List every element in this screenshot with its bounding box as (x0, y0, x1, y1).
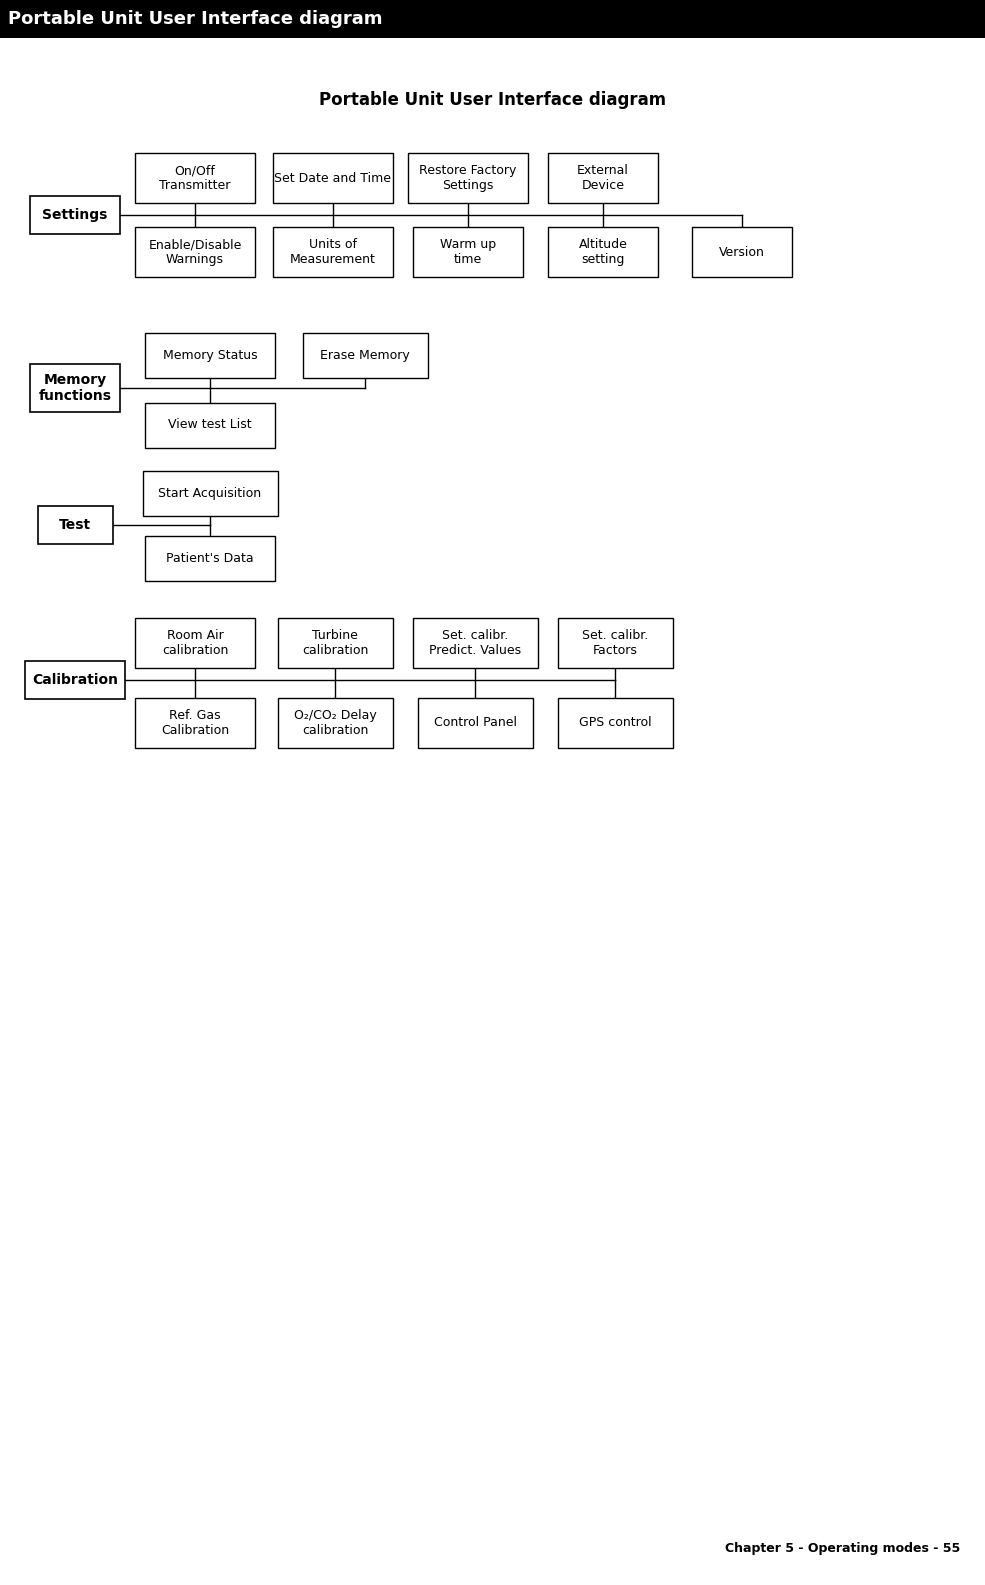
Text: Chapter 5 - Operating modes - 55: Chapter 5 - Operating modes - 55 (725, 1542, 960, 1555)
Text: Settings: Settings (42, 208, 107, 222)
Text: Control Panel: Control Panel (433, 716, 516, 729)
Bar (135, 154, 255, 203)
Bar (413, 618, 538, 667)
Bar (273, 154, 393, 203)
Text: Portable Unit User Interface diagram: Portable Unit User Interface diagram (8, 10, 382, 29)
Text: Enable/Disable
Warnings: Enable/Disable Warnings (149, 238, 241, 266)
Bar (418, 697, 533, 748)
Bar (145, 403, 275, 447)
Bar (558, 697, 673, 748)
Text: Ref. Gas
Calibration: Ref. Gas Calibration (161, 708, 230, 737)
Bar (0, 0, 985, 38)
Text: Version: Version (719, 246, 765, 258)
Text: View test List: View test List (168, 418, 252, 431)
Bar (548, 154, 658, 203)
Bar (145, 333, 275, 377)
Text: Set Date and Time: Set Date and Time (275, 171, 391, 184)
Text: On/Off
Transmitter: On/Off Transmitter (160, 163, 230, 192)
Bar (145, 536, 275, 580)
Bar (302, 333, 427, 377)
Text: Patient's Data: Patient's Data (166, 552, 254, 564)
Bar (30, 197, 120, 235)
Bar (558, 618, 673, 667)
Text: Set. calibr.
Factors: Set. calibr. Factors (582, 629, 648, 658)
Text: Room Air
calibration: Room Air calibration (162, 629, 229, 658)
Text: Test: Test (59, 518, 91, 533)
Text: Units of
Measurement: Units of Measurement (290, 238, 376, 266)
Bar (135, 618, 255, 667)
Text: Restore Factory
Settings: Restore Factory Settings (420, 163, 517, 192)
Text: Warm up
time: Warm up time (440, 238, 496, 266)
Text: O₂/CO₂ Delay
calibration: O₂/CO₂ Delay calibration (294, 708, 376, 737)
Text: Erase Memory: Erase Memory (320, 349, 410, 361)
Text: Portable Unit User Interface diagram: Portable Unit User Interface diagram (319, 90, 666, 109)
Bar (413, 227, 523, 277)
Text: Start Acquisition: Start Acquisition (159, 487, 262, 499)
Bar (135, 227, 255, 277)
Bar (692, 227, 792, 277)
Bar (143, 471, 278, 515)
Bar (273, 227, 393, 277)
Text: Turbine
calibration: Turbine calibration (301, 629, 368, 658)
Bar (30, 365, 120, 412)
Bar (548, 227, 658, 277)
Text: Set. calibr.
Predict. Values: Set. calibr. Predict. Values (428, 629, 521, 658)
Text: Memory Status: Memory Status (163, 349, 257, 361)
Bar (408, 154, 528, 203)
Text: External
Device: External Device (577, 163, 629, 192)
Bar (135, 697, 255, 748)
Bar (278, 697, 392, 748)
Text: Altitude
setting: Altitude setting (578, 238, 627, 266)
Bar (278, 618, 392, 667)
Text: Calibration: Calibration (32, 674, 118, 686)
Bar (37, 506, 112, 544)
Bar (25, 661, 125, 699)
Text: GPS control: GPS control (579, 716, 651, 729)
Text: Memory
functions: Memory functions (38, 372, 111, 403)
